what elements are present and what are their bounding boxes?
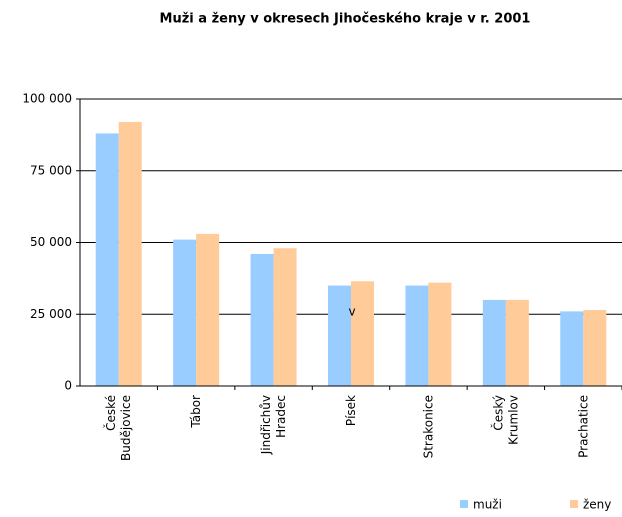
bar [560, 311, 584, 386]
x-tick-label: JindřichůvHradec [259, 395, 288, 455]
bar [482, 299, 506, 386]
x-tick-label: Strakonice [421, 395, 435, 458]
bar [583, 309, 607, 386]
y-tick-label: 100 000 [22, 92, 72, 106]
bar [273, 248, 297, 386]
bar [428, 282, 452, 386]
bar [250, 253, 274, 386]
x-tick-label: Prachatice [576, 395, 590, 458]
legend-label: ženy [583, 498, 611, 512]
bar [351, 281, 374, 386]
bar [95, 133, 119, 386]
bar [405, 285, 429, 386]
y-tick-label: 75 000 [30, 163, 72, 177]
bar [196, 233, 220, 386]
bar [505, 299, 529, 386]
legend-label: muži [473, 498, 502, 512]
y-tick-label: 50 000 [30, 235, 72, 249]
y-tick-label: 25 000 [30, 307, 72, 321]
x-tick-label: ČeskýKrumlov [490, 395, 520, 445]
annotation: v [348, 305, 355, 319]
x-tick-label: Písek [344, 395, 358, 426]
x-tick-label: Tábor [189, 395, 203, 429]
legend-swatch [570, 500, 578, 508]
bar [328, 285, 351, 386]
chart-title: Muži a ženy v okresech Jihočeského kraje… [160, 12, 531, 27]
bar [118, 121, 142, 387]
y-tick-label: 0 [64, 379, 72, 393]
legend-swatch [460, 500, 468, 508]
bar [173, 239, 197, 386]
x-tick-label: ČeskéBudějovice [103, 395, 133, 461]
